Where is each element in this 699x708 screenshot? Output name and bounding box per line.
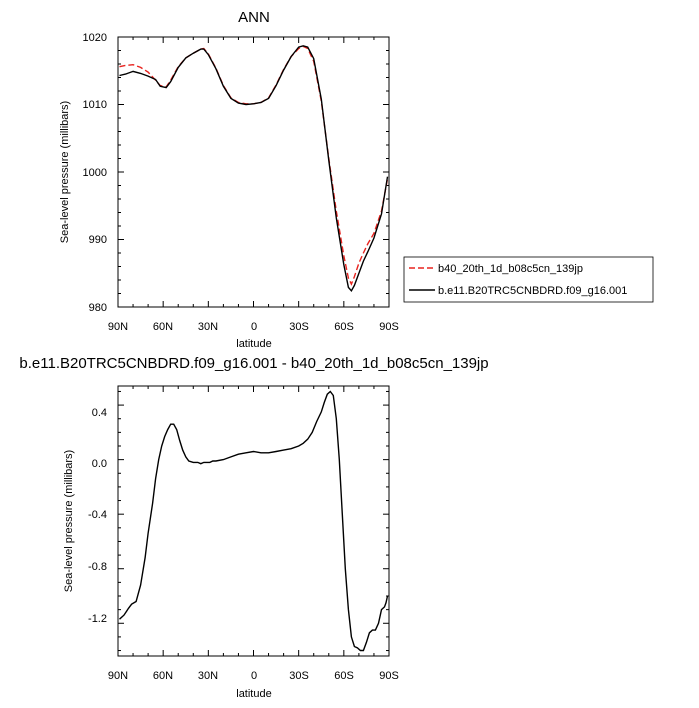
bottom-panel: b.e11.B20TRC5CNBDRD.f09_g16.001 - b40_20… bbox=[19, 355, 488, 700]
bottom-chart-title: b.e11.B20TRC5CNBDRD.f09_g16.001 - b40_20… bbox=[19, 355, 488, 372]
top-x-tick-label: 60N bbox=[153, 321, 173, 333]
bottom-x-tick-label: 60S bbox=[334, 670, 354, 682]
bottom-x-tick-label: 30S bbox=[289, 670, 309, 682]
bottom-y-axis-title: Sea-level pressure (millibars) bbox=[63, 450, 75, 592]
bottom-y-tick-label: -0.4 bbox=[88, 509, 107, 521]
top-plot-frame bbox=[117, 36, 390, 308]
top-panel: ANN 1020 1010 1000 990 980 90N 60N 30N 0… bbox=[59, 9, 399, 350]
top-x-axis-title: latitude bbox=[236, 338, 271, 350]
difference-series-line bbox=[119, 390, 389, 652]
bottom-x-tick-label: 0 bbox=[251, 670, 257, 682]
top-x-tick-label: 90S bbox=[379, 321, 399, 333]
top-y-tick-label: 980 bbox=[89, 302, 107, 314]
bottom-x-tick-label: 90N bbox=[108, 670, 128, 682]
bottom-y-tick-label: 0.4 bbox=[92, 407, 107, 419]
series-line-b-e11 bbox=[119, 45, 389, 293]
top-x-tick-label: 30N bbox=[198, 321, 218, 333]
top-x-tick-label: 30S bbox=[289, 321, 309, 333]
bottom-y-tick-label: 0.0 bbox=[92, 458, 107, 470]
top-y-tick-label: 990 bbox=[89, 234, 107, 246]
top-y-tick-label: 1010 bbox=[83, 99, 107, 111]
top-y-tick-label: 1020 bbox=[83, 32, 107, 44]
bottom-y-tick-label: -1.2 bbox=[88, 613, 107, 625]
legend: b40_20th_1d_b08c5cn_139jp b.e11.B20TRC5C… bbox=[403, 256, 654, 303]
top-x-tick-label: 60S bbox=[334, 321, 354, 333]
bottom-x-axis-title: latitude bbox=[236, 688, 271, 700]
bottom-x-tick-label: 30N bbox=[198, 670, 218, 682]
legend-box bbox=[403, 256, 654, 303]
top-chart-title: ANN bbox=[238, 9, 270, 26]
top-ticks bbox=[117, 36, 390, 308]
series-line-b40 bbox=[119, 45, 389, 286]
top-y-axis-title: Sea-level pressure (millibars) bbox=[59, 101, 71, 243]
top-y-tick-label: 1000 bbox=[83, 167, 107, 179]
bottom-y-tick-label: -0.8 bbox=[88, 561, 107, 573]
bottom-x-tick-label: 90S bbox=[379, 670, 399, 682]
legend-label-b40: b40_20th_1d_b08c5cn_139jp bbox=[438, 263, 583, 275]
bottom-ticks bbox=[117, 386, 390, 656]
legend-label-b-e11: b.e11.B20TRC5CNBDRD.f09_g16.001 bbox=[438, 285, 627, 297]
bottom-x-tick-label: 60N bbox=[153, 670, 173, 682]
top-x-tick-label: 90N bbox=[108, 321, 128, 333]
top-x-tick-label: 0 bbox=[251, 321, 257, 333]
